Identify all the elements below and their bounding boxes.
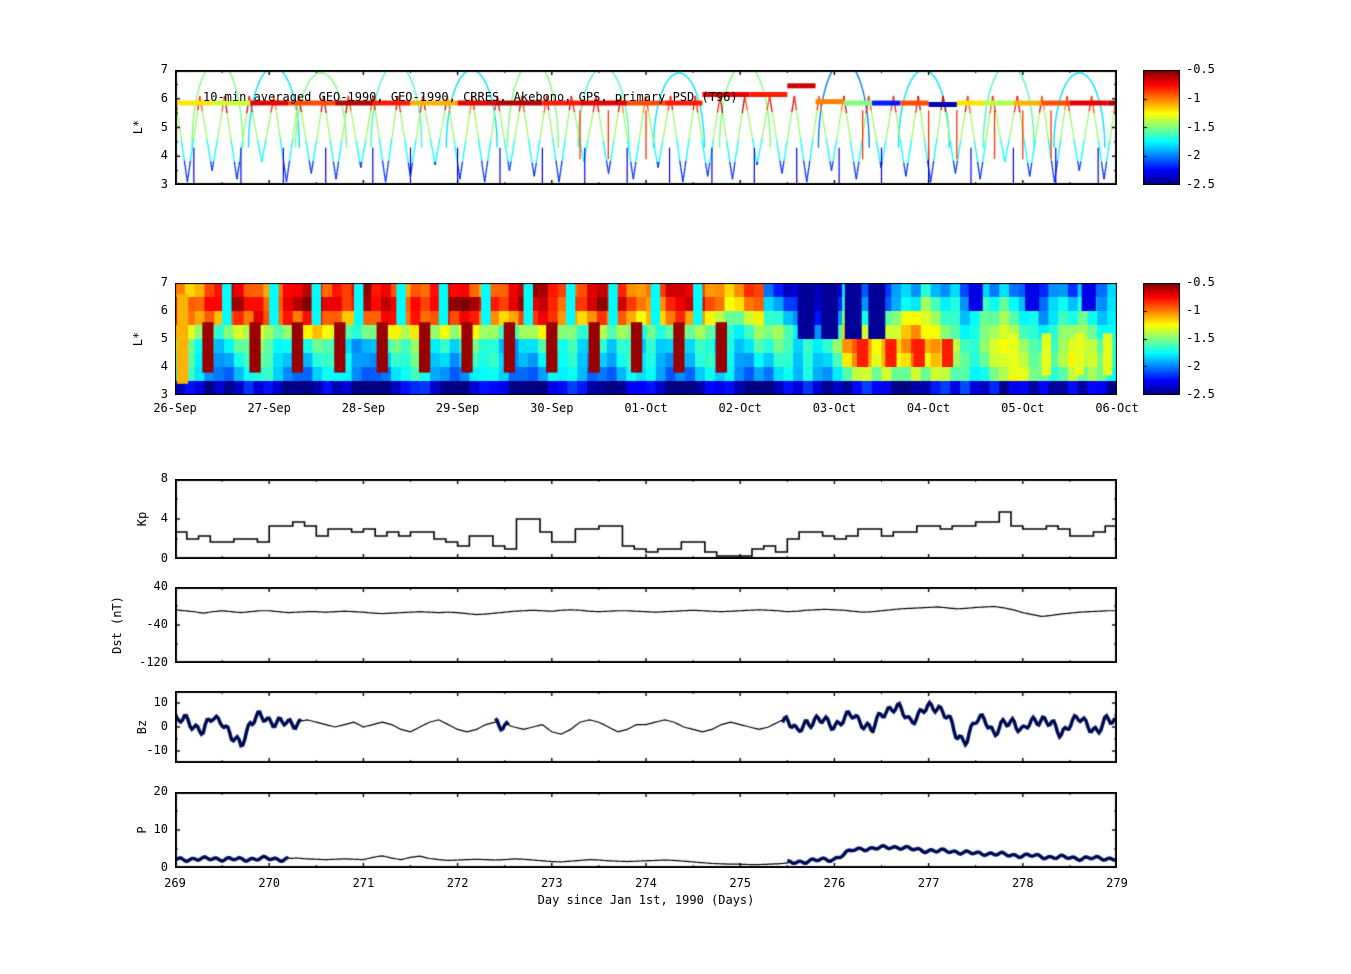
ytick-label: 6 [160,303,168,317]
date-tick-label: 03-Oct [812,401,857,415]
colorbar-tick-label: -0.5 [1186,62,1215,76]
ytick-label: 10 [153,822,168,836]
colorbar-tick-label: -1 [1186,90,1201,105]
psd-scatter-ylabel: L* [131,119,145,135]
kp-panel [175,479,1117,559]
colorbar-bottom [1143,283,1180,395]
ytick-label: 40 [153,579,168,593]
psd-scatter-canvas [175,70,1117,185]
ytick-label: -10 [146,743,168,757]
ytick-label: 0 [160,719,168,733]
xtick-label: 271 [352,876,375,890]
ytick-label: 0 [160,551,168,565]
date-tick-label: 29-Sep [435,401,480,415]
xtick-label: 269 [164,876,186,890]
ytick-label: 0 [160,860,168,874]
xtick-label: 273 [540,876,563,890]
colorbar-tick-label: -0.5 [1186,275,1215,289]
ytick-label: 20 [153,784,168,798]
dst-canvas [175,587,1117,663]
xtick-label: 274 [635,876,657,890]
colorbar-tick-label: -1.5 [1186,119,1215,134]
xtick-label: 276 [823,876,846,890]
ytick-label: 3 [160,177,168,191]
xaxis-title: Day since Jan 1st, 1990 (Days) [537,893,755,907]
colorbar-top-canvas [1143,70,1180,185]
colorbar-tick-label: -1.5 [1186,331,1215,345]
psd-heatmap-panel [175,283,1117,395]
xtick-label: 278 [1011,876,1034,890]
ytick-label: 10 [153,695,168,709]
bz-canvas [175,691,1117,763]
kp-ylabel: Kp [135,511,149,527]
ytick-label: 4 [160,359,168,373]
ytick-label: 5 [160,119,168,134]
p-ylabel: P [135,826,149,834]
p-panel [175,792,1117,868]
date-tick-label: 30-Sep [530,401,574,415]
ytick-label: 8 [160,471,168,485]
date-tick-label: 01-Oct [624,401,668,415]
colorbar-tick-label: -2 [1186,148,1201,163]
ytick-label: -40 [146,617,168,631]
xtick-label: 277 [917,876,940,890]
date-tick-label: 27-Sep [247,401,291,415]
xtick-label: 275 [729,876,752,890]
ytick-label: 7 [160,275,168,289]
colorbar-tick-label: -1 [1186,303,1201,317]
psd-heatmap-canvas [175,283,1117,395]
dst-ylabel: Dst (nT) [110,596,124,654]
colorbar-bottom-canvas [1143,283,1180,395]
psd-heatmap-ylabel: L* [131,331,145,347]
ytick-label: 6 [160,90,168,105]
ytick-label: 7 [160,62,168,76]
date-tick-label: 04-Oct [906,401,951,415]
ytick-label: 4 [160,511,168,525]
xtick-label: 272 [446,876,469,890]
psd-scatter-panel [175,70,1117,185]
dst-panel [175,587,1117,663]
psd-scatter-title: 10-min averaged GEO-1990, GEO-1990, CRRE… [203,90,738,104]
date-tick-label: 28-Sep [341,401,386,415]
p-canvas [175,792,1117,868]
ytick-label: 3 [160,387,168,401]
date-tick-label: 06-Oct [1095,401,1139,415]
colorbar-tick-label: -2.5 [1186,387,1215,401]
colorbar-top [1143,70,1180,185]
bz-ylabel: Bz [135,719,149,735]
bz-panel [175,691,1117,763]
date-tick-label: 05-Oct [1001,401,1045,415]
kp-canvas [175,479,1117,559]
colorbar-tick-label: -2 [1186,359,1201,373]
ytick-label: 4 [160,148,168,163]
xtick-label: 279 [1106,876,1128,890]
date-tick-label: 26-Sep [153,401,197,415]
ytick-label: 5 [160,331,168,345]
ytick-label: -120 [139,655,168,669]
colorbar-tick-label: -2.5 [1186,177,1215,191]
date-tick-label: 02-Oct [718,401,762,415]
xtick-label: 270 [258,876,281,890]
